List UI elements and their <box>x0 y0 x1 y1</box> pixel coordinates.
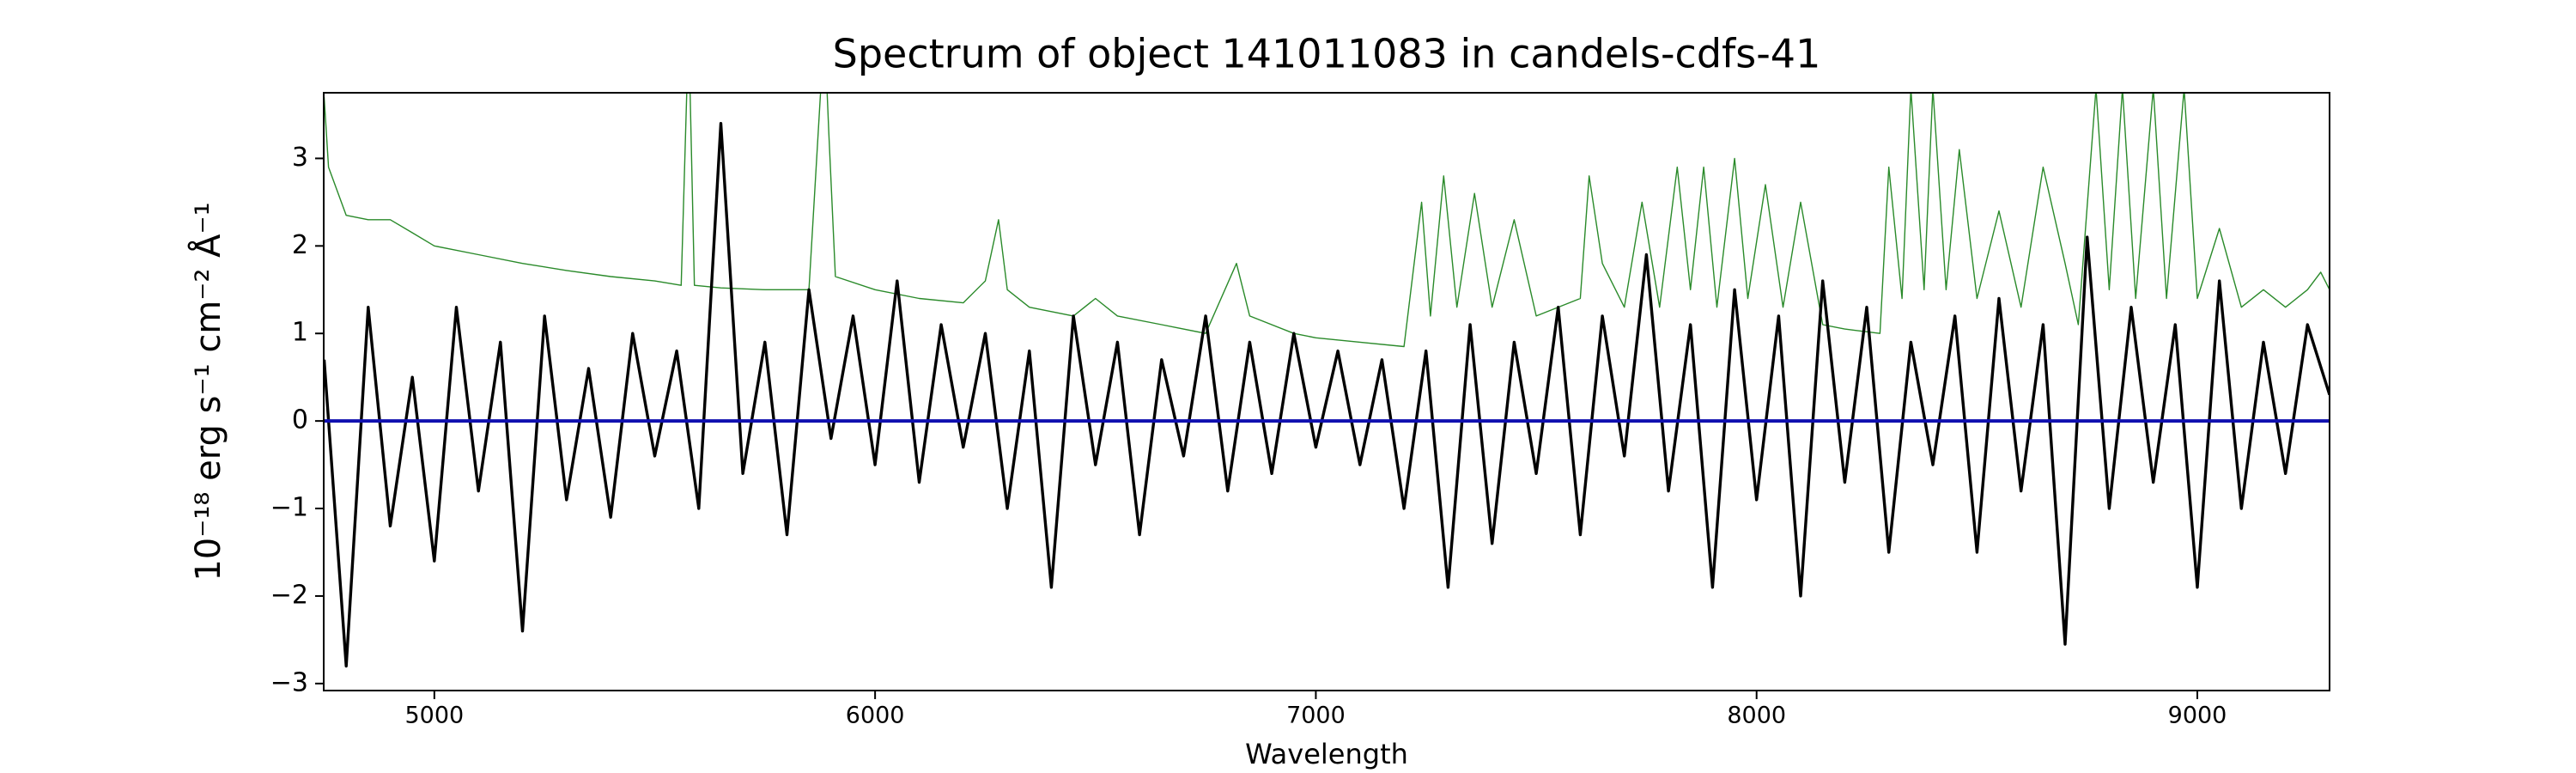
plot-area <box>324 93 2330 668</box>
spectrum-line <box>324 122 2330 668</box>
y-axis-label: 10⁻¹⁸ erg s⁻¹ cm⁻² Å⁻¹ <box>187 202 228 581</box>
y-tick-label: 2 <box>292 230 308 260</box>
y-tick-label: 3 <box>292 143 308 173</box>
x-tick-label: 6000 <box>846 703 905 729</box>
chart-title: Spectrum of object 141011083 in candels-… <box>833 31 1821 77</box>
x-axis-label: Wavelength <box>1245 738 1408 770</box>
y-tick-label: 1 <box>292 318 308 348</box>
y-tick-label: 0 <box>292 405 308 435</box>
spectrum-line <box>324 93 2330 348</box>
x-tick-label: 9000 <box>2168 703 2227 729</box>
y-tick-label: −3 <box>270 667 308 697</box>
x-tick-label: 5000 <box>404 703 464 729</box>
x-tick-label: 8000 <box>1727 703 1786 729</box>
axes-frame <box>323 92 2330 691</box>
x-tick-label: 7000 <box>1286 703 1346 729</box>
y-tick-label: −1 <box>270 493 308 523</box>
y-tick-label: −2 <box>270 580 308 610</box>
